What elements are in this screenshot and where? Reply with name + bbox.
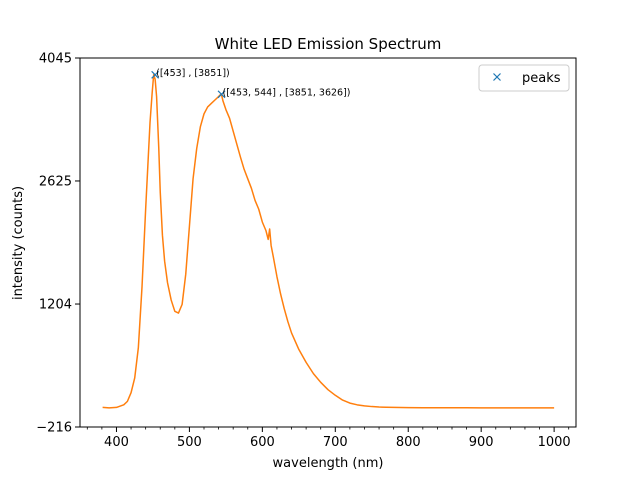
peak-marker-1-stroke-b (217, 90, 226, 99)
legend-frame (478, 64, 570, 92)
legend: peaks (478, 64, 570, 92)
x-tick-label-1000: 1000 (538, 435, 571, 450)
y-tick-label-2: 2625 (39, 174, 72, 189)
peak-marker-1 (217, 90, 226, 99)
peak-annotations: ([453] , [3851]) ([453, 544] , [3851, 362… (156, 68, 350, 98)
peak-marker-0 (151, 70, 160, 79)
legend-x-marker-stroke-b (493, 73, 501, 81)
x-tick-label-800: 800 (396, 435, 421, 450)
y-tick-label-0: −216 (36, 421, 72, 436)
peak-annotation-1: ([453, 544] , [3851, 3626]) (223, 87, 351, 98)
plot-area (79, 57, 577, 428)
x-axis-label: wavelength (nm) (273, 456, 384, 471)
peak-marker-0-stroke-b (151, 70, 160, 79)
chart-title: White LED Emission Spectrum (215, 35, 442, 53)
x-tick-label-900: 900 (469, 435, 494, 450)
y-tick-label-3: 4045 (39, 52, 72, 67)
y-axis-label: intensity (counts) (11, 186, 26, 300)
x-tick-label-700: 700 (323, 435, 348, 450)
peak-annotation-0: ([453] , [3851]) (156, 68, 230, 79)
y-tick-label-1: 1204 (39, 298, 72, 313)
x-tick-label-500: 500 (177, 435, 202, 450)
x-tick-label-400: 400 (104, 435, 129, 450)
axes-frame (79, 57, 577, 428)
legend-x-marker (493, 73, 501, 81)
x-tick-label-600: 600 (250, 435, 275, 450)
legend-peaks-label: peaks (522, 71, 561, 86)
axis-ticks: 400 500 600 700 800 900 1000 −216 1204 2625 4045 (36, 52, 570, 451)
legend-peaks-marker (493, 73, 501, 81)
